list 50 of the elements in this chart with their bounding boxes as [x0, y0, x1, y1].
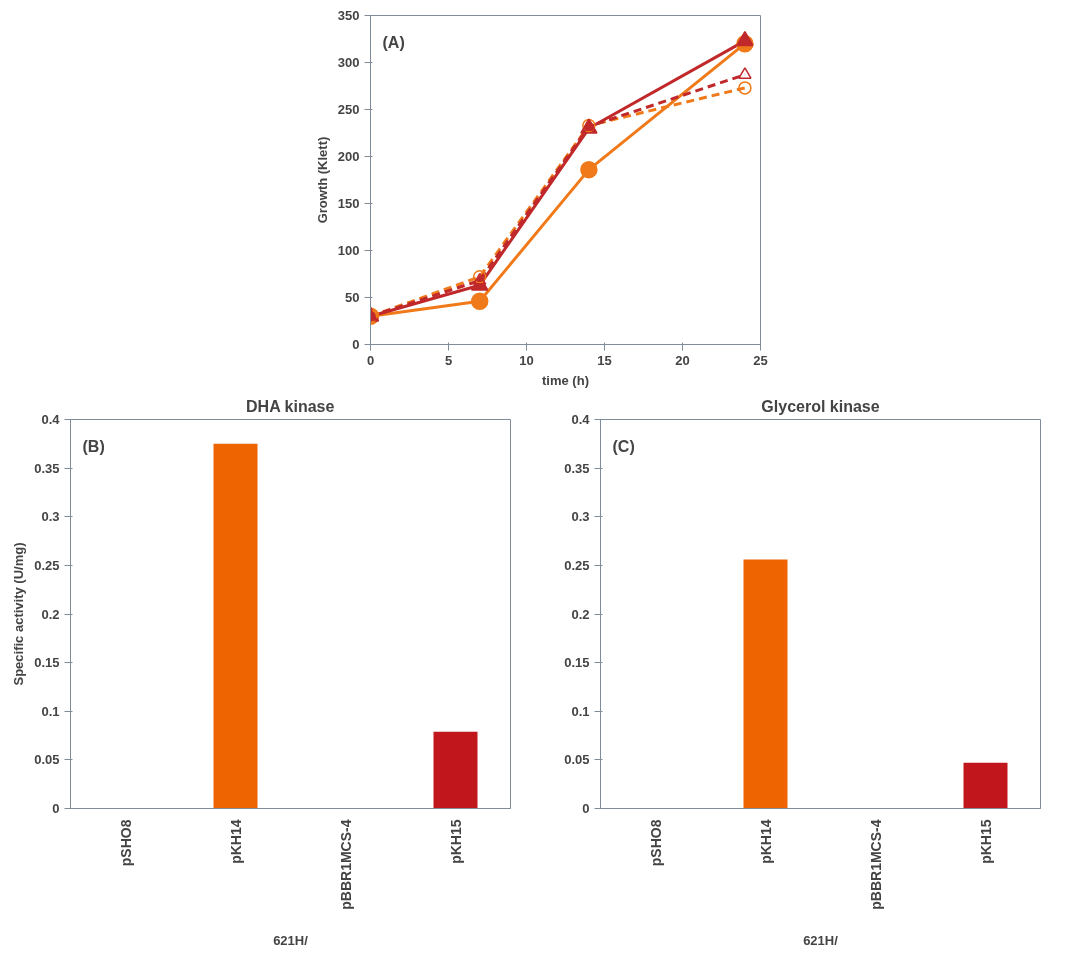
- chart-title: DHA kinase: [246, 397, 335, 415]
- y-tick-label: 0.4: [41, 412, 61, 427]
- y-tick-label: 250: [337, 102, 360, 117]
- x-tick-label: pBBR1MCS-4: [337, 819, 354, 910]
- x-tick-label: pBBR1MCS-4: [867, 819, 884, 910]
- annotation: (B): [82, 437, 105, 455]
- x-tick-label: pKH15: [977, 819, 994, 864]
- x-tick-label: pSHO8: [647, 819, 664, 867]
- y-tick-label: 100: [337, 243, 360, 258]
- y-tick-label: 0.25: [34, 557, 60, 573]
- y-tick-label: 0.05: [564, 752, 590, 768]
- y-tick-label: 0.35: [564, 460, 590, 476]
- y-tick-label: 350: [337, 8, 360, 23]
- y-tick-label: 0.25: [564, 557, 590, 573]
- chart-title: Glycerol kinase: [761, 397, 880, 415]
- y-tick-label: 0: [582, 801, 590, 816]
- x-tick-label: 25: [753, 352, 768, 368]
- y-tick-label: 0: [52, 801, 60, 816]
- y-tick-label: 0.3: [571, 509, 590, 525]
- x-tick-label: 20: [675, 352, 690, 368]
- x-tick-label: 0: [366, 352, 375, 368]
- x-tick-label: pSHO8: [117, 819, 134, 867]
- y-tick-label: 0.1: [571, 703, 590, 719]
- x-tick-label: pKH14: [757, 819, 774, 864]
- x-tick-label: 15: [597, 352, 612, 368]
- annotation: (C): [612, 437, 635, 455]
- y-tick-label: 150: [337, 196, 360, 211]
- y-tick-label: 0: [352, 337, 360, 352]
- y-tick-label: 50: [345, 290, 360, 305]
- y-tick-label: 0.15: [564, 655, 590, 671]
- y-tick-label: 300: [337, 55, 360, 70]
- y-tick-label: 0.1: [41, 703, 60, 719]
- y-tick-label: 0.05: [34, 752, 60, 768]
- x-axis-title: time (h): [542, 372, 589, 388]
- x-axis-title: 621H/: [273, 932, 309, 948]
- x-tick-label: pKH14: [227, 819, 244, 864]
- y-tick-label: 0.3: [41, 509, 60, 525]
- x-axis-title: 621H/: [803, 932, 839, 948]
- x-tick-label: 10: [519, 352, 534, 368]
- x-tick-label: 5: [444, 352, 453, 368]
- y-tick-label: 0.2: [571, 606, 590, 622]
- x-tick-label: pKH15: [447, 819, 464, 864]
- annotation: (A): [382, 33, 405, 51]
- y-tick-label: 0.35: [34, 460, 60, 476]
- y-tick-label: 200: [337, 149, 360, 164]
- y-tick-label: 0.4: [571, 412, 591, 427]
- y-tick-label: 0.15: [34, 655, 60, 671]
- y-axis-title: Specific activity (U/mg): [11, 542, 27, 686]
- y-axis-title: Growth (Klett): [314, 136, 330, 224]
- y-tick-label: 0.2: [41, 606, 60, 622]
